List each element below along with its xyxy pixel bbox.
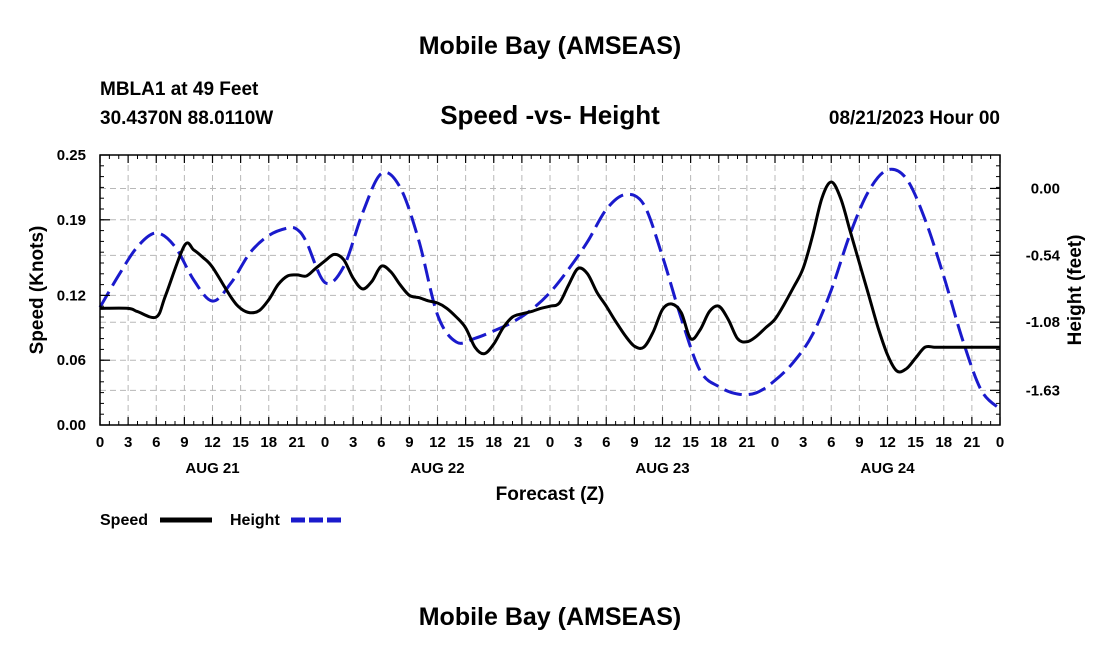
x-tick-label: 6 <box>377 434 385 451</box>
y-right-tick-label: -1.08 <box>1026 314 1060 331</box>
y-left-tick-label: 0.25 <box>57 147 86 164</box>
day-label: AUG 24 <box>860 460 915 477</box>
x-tick-label: 0 <box>771 434 779 451</box>
x-tick-label: 18 <box>935 434 952 451</box>
footer-title: Mobile Bay (AMSEAS) <box>419 603 682 631</box>
x-tick-label: 12 <box>204 434 221 451</box>
station-label: MBLA1 at 49 Feet <box>100 79 259 100</box>
axis-ticks: 0 3 6 9 12 15 18 21 0 3 6 9 12 15 18 21 0 3 6 9 12 15 18 21 0 3 6 9… <box>57 147 1061 477</box>
x-tick-label: 15 <box>907 434 924 451</box>
y-right-tick-label: 0.00 <box>1031 180 1060 197</box>
x-tick-label: 3 <box>574 434 582 451</box>
y-left-tick-label: 0.00 <box>57 417 86 434</box>
x-tick-label: 18 <box>485 434 502 451</box>
y-left-tick-label: 0.12 <box>57 287 86 304</box>
y-axis-left-label: Speed (Knots) <box>27 226 48 355</box>
station-coords: 30.4370N 88.0110W <box>100 108 273 129</box>
x-tick-label: 21 <box>964 434 981 451</box>
y-right-tick-label: -1.63 <box>1026 382 1060 399</box>
x-tick-label: 0 <box>96 434 104 451</box>
x-tick-label: 3 <box>799 434 807 451</box>
y-right-tick-label: -0.54 <box>1026 247 1061 264</box>
x-tick-label: 18 <box>260 434 277 451</box>
x-tick-label: 15 <box>682 434 699 451</box>
x-tick-label: 21 <box>514 434 531 451</box>
x-tick-label: 9 <box>180 434 188 451</box>
day-label: AUG 22 <box>410 460 464 477</box>
legend: Speed Height <box>100 512 343 529</box>
page-title: Mobile Bay (AMSEAS) <box>419 32 682 60</box>
x-tick-label: 0 <box>321 434 329 451</box>
x-tick-label: 12 <box>429 434 446 451</box>
x-tick-label: 9 <box>855 434 863 451</box>
run-time: 08/21/2023 Hour 00 <box>829 108 1000 129</box>
y-axis-right-label: Height (feet) <box>1065 235 1086 346</box>
day-label: AUG 23 <box>635 460 689 477</box>
x-tick-label: 12 <box>654 434 671 451</box>
x-tick-label: 18 <box>710 434 727 451</box>
speed-series-line <box>99 180 1000 374</box>
x-tick-label: 9 <box>405 434 413 451</box>
x-tick-label: 6 <box>827 434 835 451</box>
data-series <box>98 167 1002 411</box>
x-tick-label: 21 <box>739 434 756 451</box>
legend-speed-label: Speed <box>100 512 148 529</box>
legend-height-label: Height <box>230 512 280 529</box>
x-tick-label: 3 <box>349 434 357 451</box>
x-tick-label: 15 <box>457 434 474 451</box>
x-tick-label: 0 <box>996 434 1004 451</box>
height-series-line <box>98 167 1002 411</box>
y-left-tick-label: 0.06 <box>57 352 86 369</box>
x-tick-label: 9 <box>630 434 638 451</box>
day-label: AUG 21 <box>185 460 239 477</box>
grid-lines <box>100 155 1000 425</box>
x-axis-label: Forecast (Z) <box>496 484 605 505</box>
x-tick-label: 15 <box>232 434 249 451</box>
x-tick-label: 21 <box>289 434 306 451</box>
x-tick-label: 12 <box>879 434 896 451</box>
y-left-tick-label: 0.19 <box>57 212 86 229</box>
x-tick-label: 6 <box>602 434 610 451</box>
x-tick-label: 3 <box>124 434 132 451</box>
x-tick-label: 6 <box>152 434 160 451</box>
chart-title: Speed -vs- Height <box>440 100 660 130</box>
x-tick-label: 0 <box>546 434 554 451</box>
